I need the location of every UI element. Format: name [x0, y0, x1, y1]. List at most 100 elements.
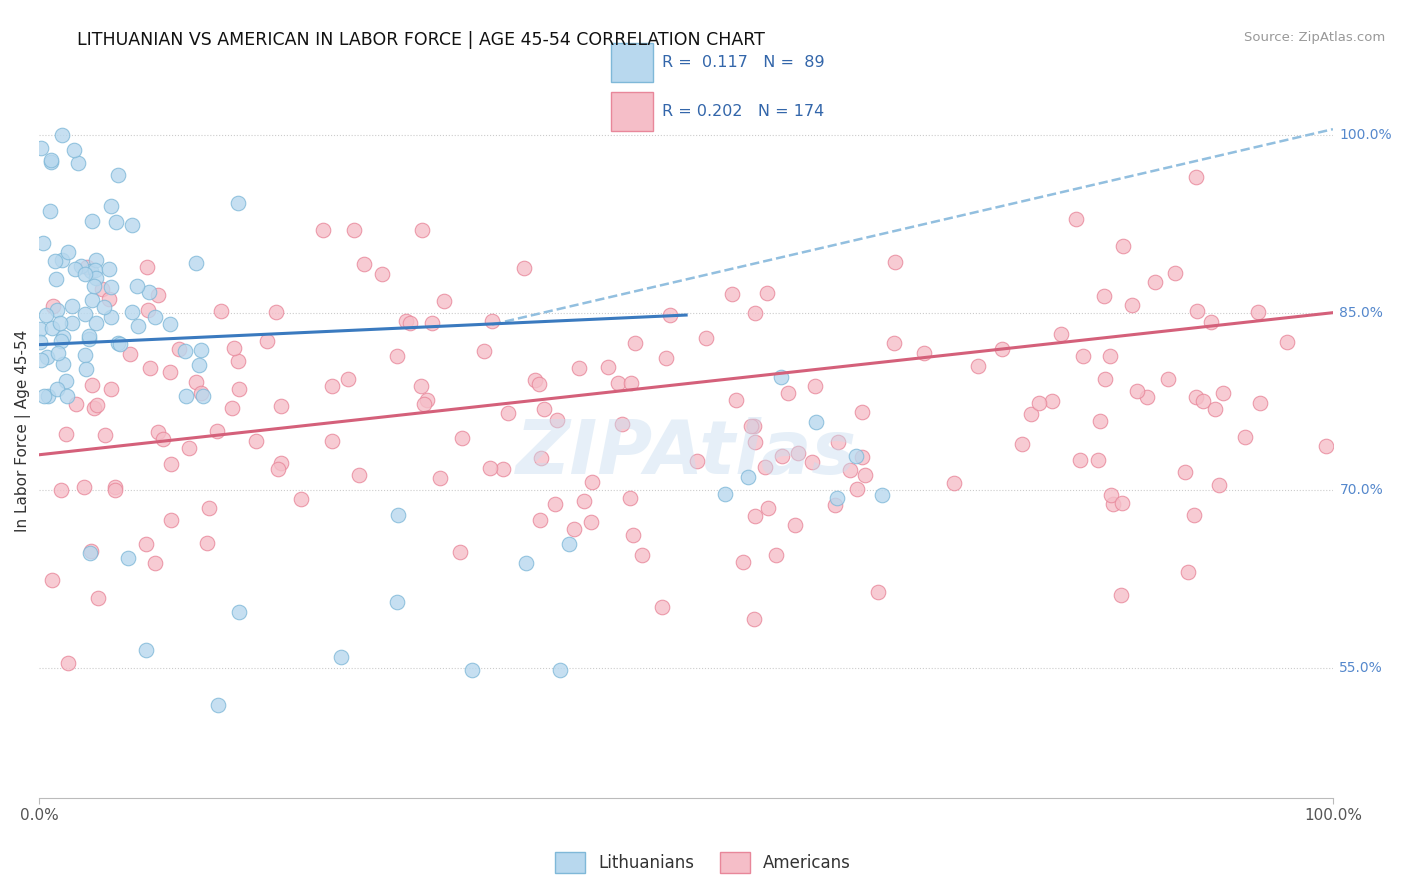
- Point: [49, 334, 72, 348]
- Point: [107, 336, 129, 351]
- FancyBboxPatch shape: [610, 43, 652, 82]
- Point: [58, 656, 80, 670]
- Point: [754, 460, 776, 475]
- Point: [152, 433, 174, 447]
- Point: [529, 377, 551, 392]
- Point: [655, 351, 678, 365]
- Point: [290, 492, 312, 507]
- Point: [1071, 349, 1094, 363]
- Point: [60, 299, 83, 313]
- Point: [651, 600, 673, 615]
- Point: [481, 314, 503, 328]
- Point: [41, 321, 63, 335]
- Point: [65, 397, 87, 411]
- Point: [177, 441, 200, 455]
- Point: [786, 446, 808, 460]
- Point: [769, 370, 792, 384]
- Point: [224, 341, 246, 355]
- Point: [478, 461, 501, 475]
- Point: [190, 386, 212, 401]
- Point: [51, 128, 73, 142]
- Point: [146, 425, 169, 439]
- Point: [336, 372, 359, 386]
- Point: [75, 268, 97, 282]
- Point: [1164, 266, 1187, 280]
- Point: [1144, 275, 1167, 289]
- Point: [63, 262, 86, 277]
- Point: [93, 300, 115, 314]
- Point: [966, 359, 988, 373]
- Point: [598, 359, 620, 374]
- Point: [770, 449, 793, 463]
- Point: [135, 642, 157, 657]
- Point: [1087, 453, 1109, 467]
- Text: R =  0.117   N =  89: R = 0.117 N = 89: [662, 54, 825, 70]
- Point: [607, 376, 630, 391]
- Point: [695, 330, 717, 344]
- Point: [136, 260, 159, 275]
- Point: [120, 346, 142, 360]
- Point: [1177, 566, 1199, 580]
- Point: [28, 322, 51, 336]
- Text: 70.0%: 70.0%: [1340, 483, 1384, 497]
- Point: [450, 430, 472, 444]
- Point: [143, 310, 166, 325]
- Point: [37, 351, 59, 365]
- Point: [321, 434, 343, 448]
- Point: [42, 299, 65, 313]
- Point: [851, 450, 873, 464]
- Point: [1121, 298, 1143, 312]
- Point: [387, 508, 409, 523]
- Point: [136, 303, 159, 318]
- Point: [1315, 439, 1337, 453]
- Point: [69, 260, 91, 274]
- Point: [740, 419, 762, 434]
- Point: [343, 223, 366, 237]
- Point: [195, 536, 218, 550]
- Point: [221, 401, 243, 415]
- Point: [433, 293, 456, 308]
- Point: [413, 397, 436, 411]
- Point: [146, 288, 169, 302]
- Text: 55.0%: 55.0%: [1340, 661, 1384, 675]
- Point: [104, 483, 127, 498]
- Point: [1111, 496, 1133, 510]
- Point: [943, 475, 966, 490]
- Point: [883, 336, 905, 351]
- Point: [266, 304, 288, 318]
- Point: [87, 591, 110, 605]
- Point: [449, 545, 471, 559]
- Point: [75, 362, 97, 376]
- Point: [1019, 407, 1042, 421]
- Point: [411, 378, 433, 392]
- Point: [991, 343, 1014, 357]
- Point: [1187, 304, 1209, 318]
- Point: [744, 508, 766, 523]
- Point: [581, 475, 603, 490]
- Point: [1090, 414, 1112, 428]
- Point: [205, 424, 228, 438]
- Point: [724, 393, 747, 408]
- Point: [1277, 334, 1299, 349]
- Point: [912, 346, 935, 360]
- Point: [399, 317, 422, 331]
- Point: [104, 480, 127, 494]
- Point: [100, 199, 122, 213]
- Point: [100, 310, 122, 325]
- Point: [1098, 350, 1121, 364]
- Point: [159, 317, 181, 331]
- Point: [1040, 394, 1063, 409]
- Point: [77, 329, 100, 343]
- Point: [228, 382, 250, 396]
- Point: [1028, 395, 1050, 409]
- Point: [45, 303, 67, 318]
- Point: [93, 428, 115, 442]
- Point: [49, 316, 72, 330]
- Point: [41, 573, 63, 587]
- Point: [1011, 437, 1033, 451]
- Point: [190, 343, 212, 358]
- Point: [579, 515, 602, 529]
- Point: [37, 388, 59, 402]
- Text: ZIPAtlas: ZIPAtlas: [516, 417, 856, 490]
- Point: [742, 419, 765, 434]
